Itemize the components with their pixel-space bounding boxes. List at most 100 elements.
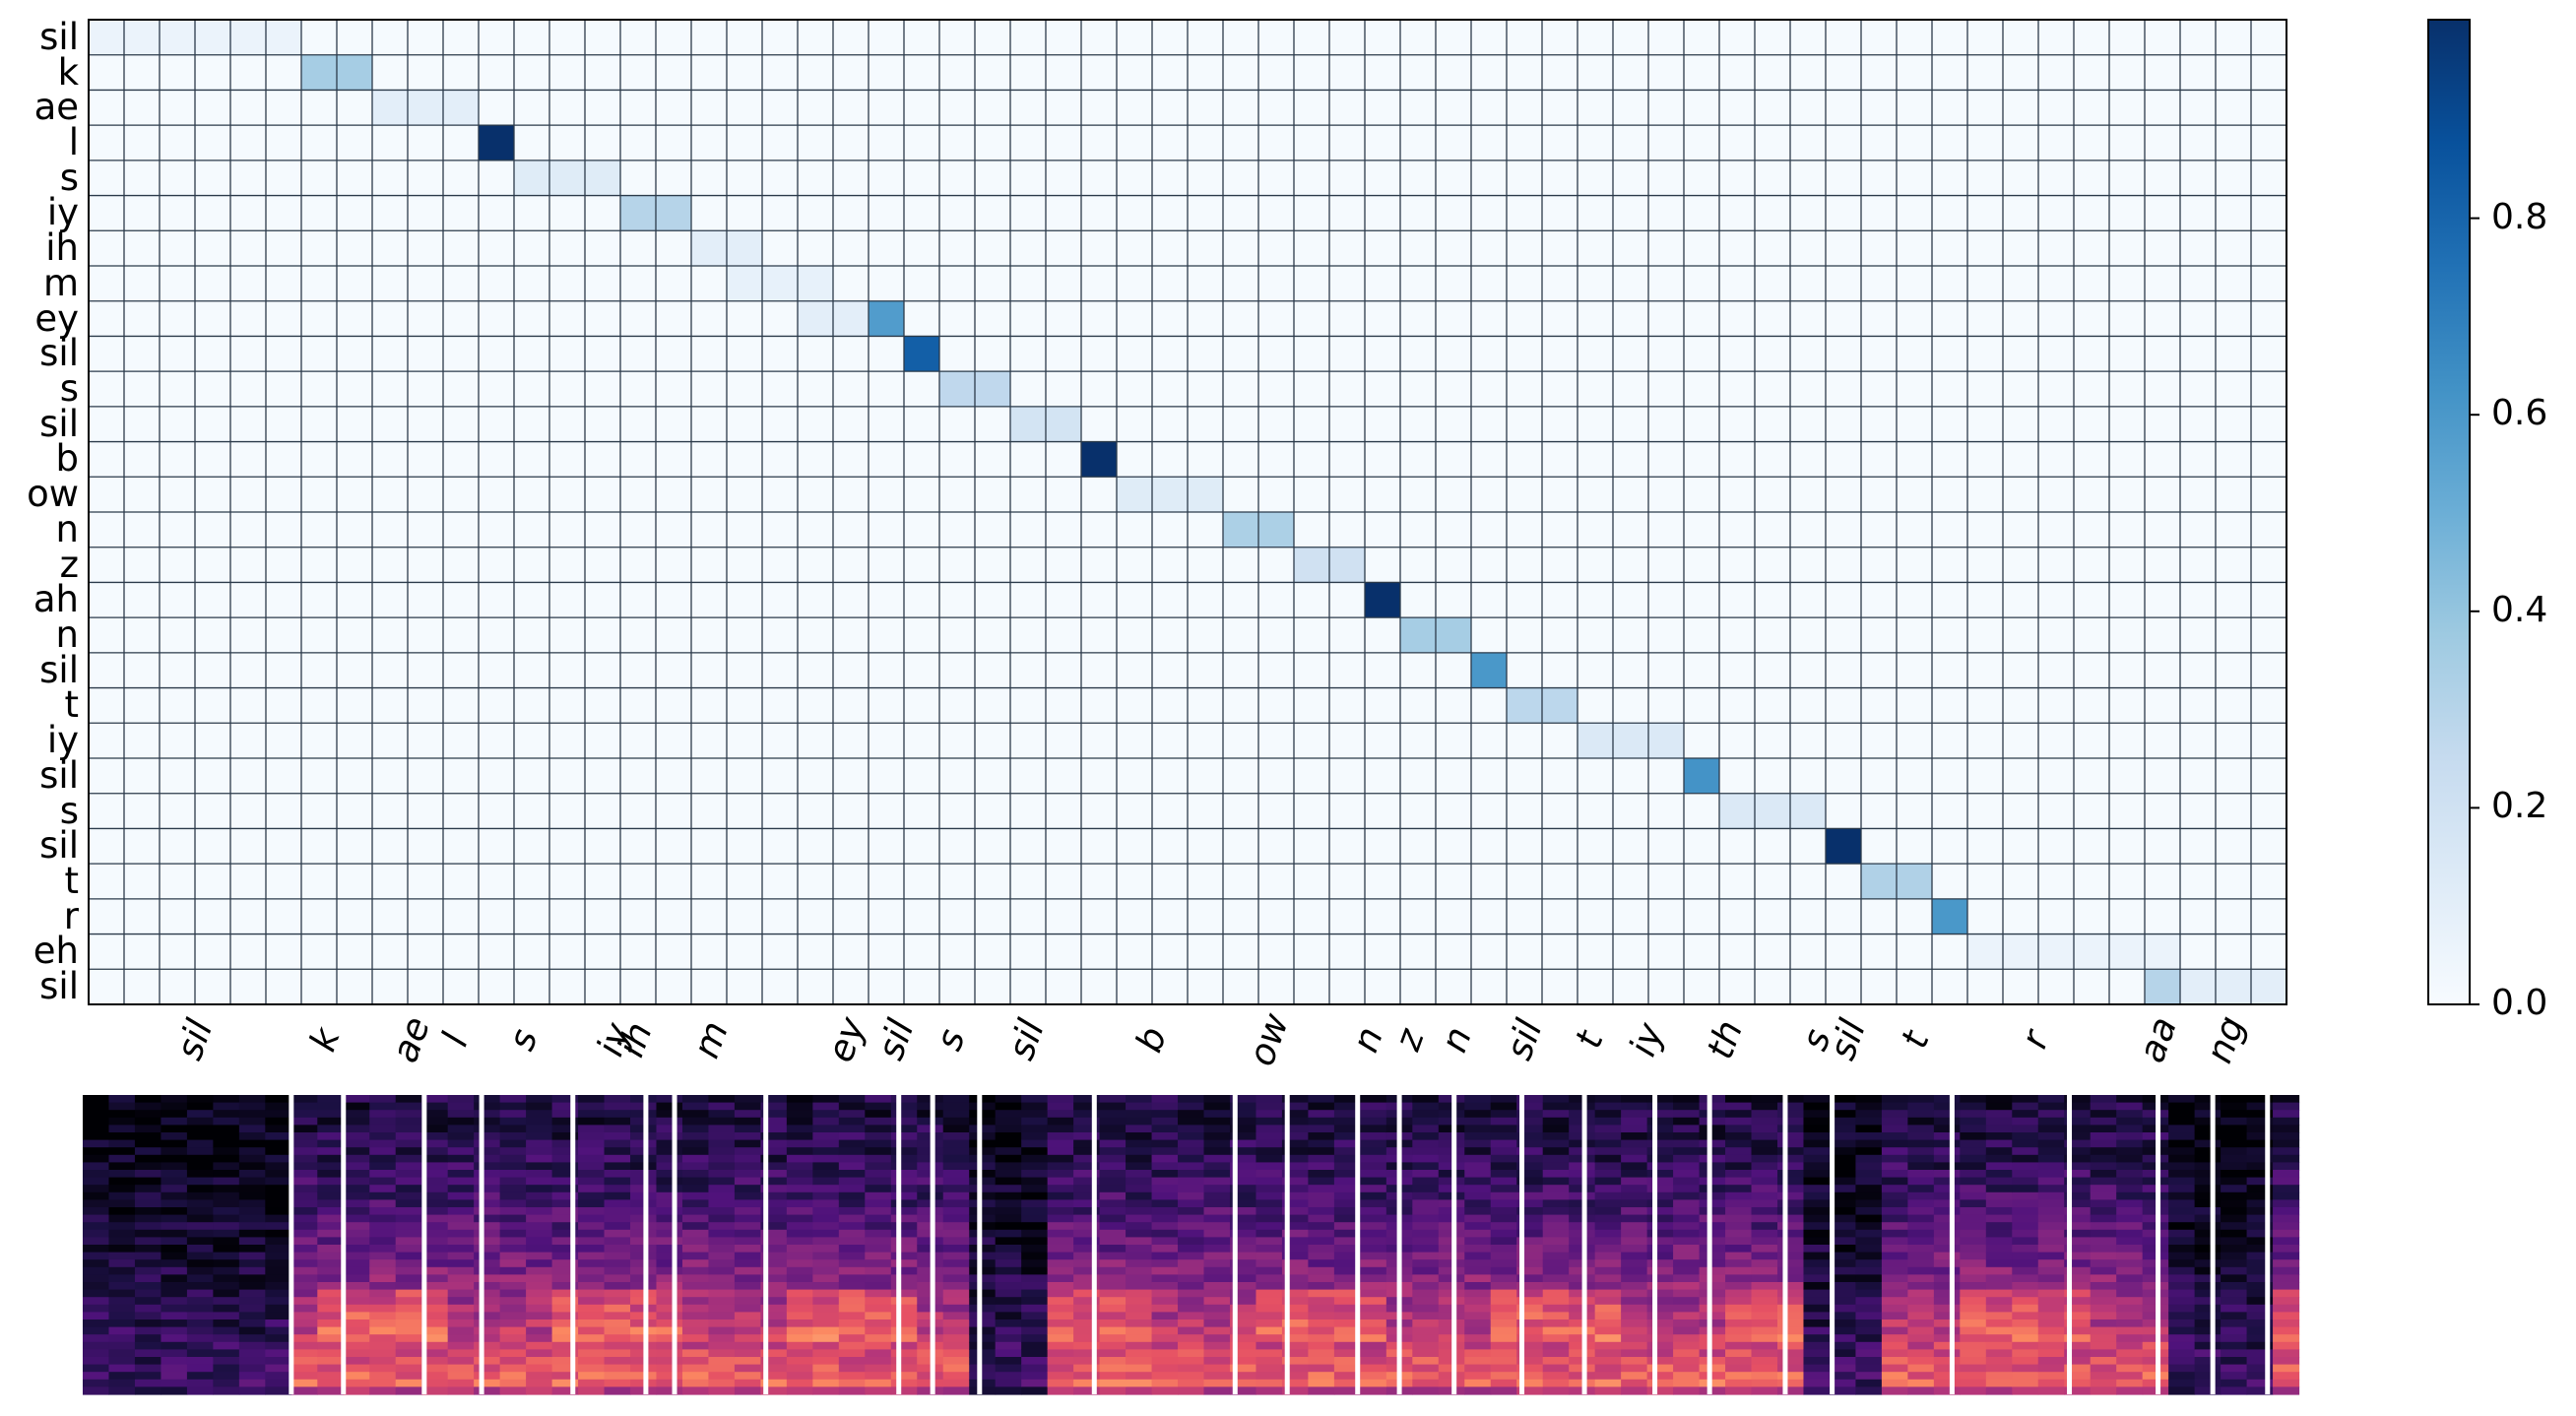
- spectrogram-cell: [499, 1252, 527, 1260]
- spectrogram-cell: [2012, 1386, 2039, 1395]
- spectrogram-cell: [2090, 1237, 2117, 1246]
- spectrogram-cell: [1933, 1125, 1961, 1133]
- spectrogram-cell: [343, 1139, 370, 1148]
- spectrogram-cell: [83, 1132, 110, 1141]
- spectrogram-cell: [1516, 1222, 1544, 1231]
- spectrogram-cell: [1621, 1245, 1648, 1254]
- spectrogram-cell: [499, 1312, 527, 1320]
- spectrogram-cell: [2246, 1214, 2274, 1223]
- spectrogram-cell: [1308, 1222, 1335, 1231]
- spectrogram-cell: [2037, 1229, 2065, 1238]
- spectrogram-cell: [213, 1266, 240, 1275]
- spectrogram-cell: [395, 1341, 422, 1350]
- spectrogram-cell: [1594, 1154, 1622, 1163]
- spectrogram-cell: [186, 1125, 214, 1133]
- spectrogram-cell: [1203, 1304, 1231, 1313]
- spectrogram-cell: [134, 1214, 162, 1223]
- spectrogram-cell: [890, 1312, 918, 1320]
- spectrogram-cell: [1203, 1185, 1231, 1193]
- spectrogram-cell: [2090, 1334, 2117, 1343]
- spectrogram-cell: [213, 1357, 240, 1366]
- spectrogram-cell: [1829, 1095, 1857, 1104]
- spectrogram-cell: [108, 1379, 136, 1387]
- spectrogram-cell: [1933, 1252, 1961, 1260]
- spectrogram-cell: [2037, 1297, 2065, 1306]
- spectrogram-cell: [1699, 1102, 1726, 1111]
- spectrogram-cell: [1803, 1110, 1831, 1119]
- spectrogram-cell: [1725, 1304, 1753, 1313]
- spectrogram-cell: [1229, 1177, 1257, 1186]
- spectrogram-cell: [2037, 1259, 2065, 1268]
- spectrogram-cell: [395, 1170, 422, 1179]
- spectrogram-cell: [1281, 1095, 1310, 1104]
- spectrogram-cell: [786, 1245, 813, 1254]
- spectrogram-cell: [1412, 1245, 1440, 1254]
- spectrogram-cell: [708, 1266, 736, 1275]
- spectrogram-cell: [421, 1289, 449, 1298]
- spectrogram-cell: [2246, 1110, 2274, 1119]
- spectrogram-cell: [2246, 1207, 2274, 1216]
- spectrogram-cell: [1621, 1125, 1648, 1133]
- spectrogram-cell: [1699, 1297, 1726, 1306]
- spectrogram-cell: [708, 1214, 736, 1223]
- spectrogram-cell: [317, 1289, 345, 1298]
- spectrogram-cell: [213, 1185, 240, 1193]
- spectrogram-cell: [1099, 1207, 1127, 1216]
- spectrogram-cell: [760, 1191, 788, 1200]
- spectrogram-cell: [1699, 1154, 1726, 1163]
- spectrogram-cell: [969, 1147, 997, 1156]
- spectrogram-cell: [1099, 1102, 1127, 1111]
- spectrogram-cell: [1073, 1132, 1101, 1141]
- spectrogram-cell: [1333, 1191, 1361, 1200]
- spectrogram-cell: [2012, 1297, 2039, 1306]
- spectrogram-cell: [1881, 1304, 1908, 1313]
- spectrogram-cell: [1178, 1102, 1205, 1111]
- spectrogram-cell: [1126, 1326, 1153, 1335]
- spectrogram-cell: [161, 1162, 188, 1171]
- spectrogram-cell: [1126, 1154, 1153, 1163]
- spectrogram-cell: [942, 1245, 970, 1254]
- spectrogram-cell: [447, 1326, 475, 1335]
- spectrogram-cell: [265, 1199, 292, 1208]
- spectrogram-cell: [265, 1357, 292, 1366]
- spectrogram-cell: [942, 1177, 970, 1186]
- spectrogram-cell: [134, 1177, 162, 1186]
- spectrogram-cell: [1960, 1237, 1987, 1246]
- spectrogram-cell: [656, 1185, 683, 1193]
- spectrogram-cell: [238, 1207, 266, 1216]
- spectrogram-cell: [2273, 1266, 2300, 1275]
- spectrogram-cell: [1594, 1349, 1622, 1358]
- spectrogram-cell: [1673, 1154, 1701, 1163]
- spectrogram-cell: [681, 1372, 710, 1381]
- spectrogram-cell: [186, 1304, 214, 1313]
- spectrogram-cell: [1751, 1364, 1778, 1373]
- spectrogram-cell: [969, 1297, 997, 1306]
- spectrogram-cell: [499, 1379, 527, 1387]
- spectrogram-cell: [290, 1191, 318, 1200]
- spectrogram-cell: [1464, 1162, 1492, 1171]
- spectrogram-cell: [83, 1214, 110, 1223]
- spectrogram-cell: [1621, 1147, 1648, 1156]
- y-tick-label: sil: [39, 753, 79, 797]
- spectrogram-cell: [1699, 1191, 1726, 1200]
- x-tick-label: t: [1893, 1024, 1938, 1054]
- spectrogram-cell: [343, 1364, 370, 1373]
- spectrogram-cell: [2037, 1154, 2065, 1163]
- spectrogram-cell: [1776, 1214, 1805, 1223]
- spectrogram-cell: [1960, 1222, 1987, 1231]
- spectrogram-cell: [2090, 1125, 2117, 1133]
- spectrogram-cell: [1751, 1207, 1778, 1216]
- spectrogram-cell: [1855, 1237, 1883, 1246]
- spectrogram-cell: [1725, 1170, 1753, 1179]
- spectrogram-cell: [995, 1237, 1022, 1246]
- spectrogram-cell: [1960, 1274, 1987, 1283]
- spectrogram-cell: [1099, 1154, 1127, 1163]
- spectrogram-cell: [1776, 1259, 1805, 1268]
- spectrogram-cell: [656, 1237, 683, 1246]
- spectrogram-cell: [1803, 1364, 1831, 1373]
- spectrogram-cell: [1360, 1214, 1387, 1223]
- spectrogram-cell: [213, 1252, 240, 1260]
- spectrogram-cell: [2221, 1177, 2248, 1186]
- spectrogram-cell: [838, 1110, 866, 1119]
- spectrogram-cell: [2090, 1304, 2117, 1313]
